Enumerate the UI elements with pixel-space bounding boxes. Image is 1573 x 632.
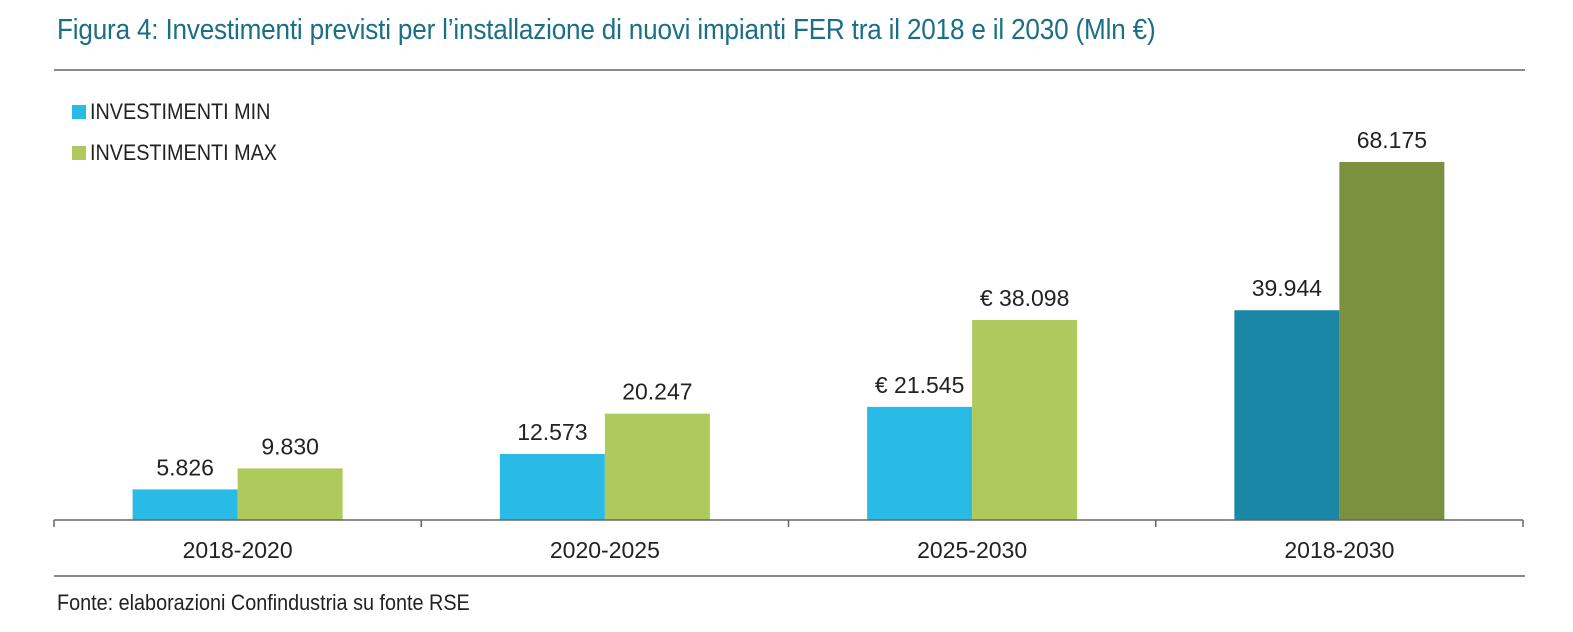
legend-item-max: INVESTIMENTI MAX [72,139,298,167]
legend-label-min: INVESTIMENTI MIN [90,99,271,124]
x-tick-label-2020-2025: 2020-2025 [550,537,660,563]
legend: INVESTIMENTI MIN INVESTIMENTI MAX [72,98,298,180]
top-divider [54,69,1525,71]
bottom-divider [54,575,1525,577]
x-tick-label-2025-2030: 2025-2030 [917,537,1027,563]
chart-title: Figura 4: Investimenti previsti per l’in… [57,14,1156,46]
data-label-max-2018-2020: 9.830 [261,433,319,459]
bar-min-2025-2030 [867,406,973,520]
bar-min-2020-2025 [499,453,605,520]
legend-swatch-min [72,105,86,119]
data-label-min-2018-2030: 39.944 [1252,275,1323,301]
legend-swatch-max [72,146,86,160]
data-label-max-2018-2030: 68.175 [1357,127,1427,153]
data-label-min-2020-2025: 12.573 [517,419,587,445]
bar-max-2018-2020 [237,468,343,520]
source-note: Fonte: elaborazioni Confindustria su fon… [57,590,470,615]
data-label-max-2025-2030: € 38.098 [980,285,1070,311]
data-label-max-2020-2025: 20.247 [622,379,692,405]
legend-label-max: INVESTIMENTI MAX [90,140,278,165]
data-label-min-2018-2020: 5.826 [156,454,214,480]
data-label-min-2025-2030: € 21.545 [875,372,965,398]
bar-max-2020-2025 [604,413,710,520]
bar-min-2018-2020 [132,489,238,520]
x-tick-label-2018-2030: 2018-2030 [1284,537,1394,563]
x-tick-label-2018-2020: 2018-2020 [183,537,293,563]
bar-max-2018-2030 [1339,162,1445,520]
bar-min-2018-2030 [1234,310,1340,520]
bar-max-2025-2030 [972,319,1078,520]
legend-item-min: INVESTIMENTI MIN [72,98,298,126]
